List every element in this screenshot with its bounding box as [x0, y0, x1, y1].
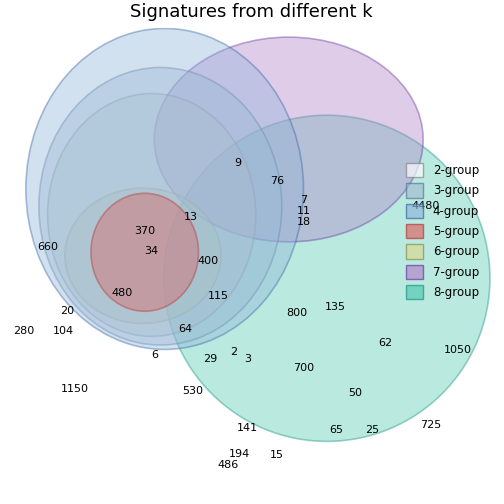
Text: 34: 34 — [144, 246, 158, 256]
Title: Signatures from different k: Signatures from different k — [130, 4, 373, 21]
Text: 104: 104 — [52, 326, 74, 336]
Text: 65: 65 — [329, 425, 343, 435]
Text: 1150: 1150 — [61, 384, 89, 394]
Text: 2: 2 — [230, 347, 237, 357]
Text: 194: 194 — [229, 449, 250, 459]
Text: 15: 15 — [270, 451, 284, 460]
Text: 20: 20 — [60, 306, 74, 316]
Ellipse shape — [91, 193, 199, 311]
Text: 135: 135 — [325, 302, 346, 311]
Text: 480: 480 — [111, 288, 133, 298]
Ellipse shape — [39, 68, 282, 345]
Ellipse shape — [164, 115, 490, 442]
Text: 6: 6 — [151, 350, 158, 360]
Ellipse shape — [154, 37, 423, 242]
Text: 9: 9 — [234, 158, 241, 168]
Text: 13: 13 — [183, 212, 198, 222]
Text: 7: 7 — [300, 195, 307, 205]
Text: 700: 700 — [293, 363, 314, 373]
Text: 64: 64 — [178, 325, 193, 335]
Text: 29: 29 — [203, 354, 217, 364]
Text: 400: 400 — [198, 256, 219, 266]
Text: 50: 50 — [348, 389, 362, 398]
Text: 725: 725 — [420, 420, 442, 430]
Text: 486: 486 — [217, 460, 238, 470]
Text: 62: 62 — [378, 338, 392, 348]
Text: 76: 76 — [270, 176, 284, 186]
Text: 25: 25 — [365, 425, 379, 435]
Ellipse shape — [26, 28, 303, 349]
Ellipse shape — [65, 188, 221, 324]
Text: 3: 3 — [244, 354, 251, 364]
Text: 115: 115 — [208, 291, 228, 301]
Ellipse shape — [47, 94, 256, 336]
Text: 1050: 1050 — [444, 345, 471, 354]
Text: 11: 11 — [296, 206, 310, 216]
Text: 660: 660 — [37, 242, 58, 253]
Text: 530: 530 — [182, 386, 203, 396]
Text: 800: 800 — [286, 308, 307, 318]
Text: 370: 370 — [134, 226, 155, 236]
Text: 18: 18 — [296, 217, 310, 227]
Text: 141: 141 — [237, 423, 258, 433]
Text: 280: 280 — [13, 326, 34, 336]
Legend: 2-group, 3-group, 4-group, 5-group, 6-group, 7-group, 8-group: 2-group, 3-group, 4-group, 5-group, 6-gr… — [406, 163, 479, 299]
Text: 4480: 4480 — [412, 201, 440, 211]
